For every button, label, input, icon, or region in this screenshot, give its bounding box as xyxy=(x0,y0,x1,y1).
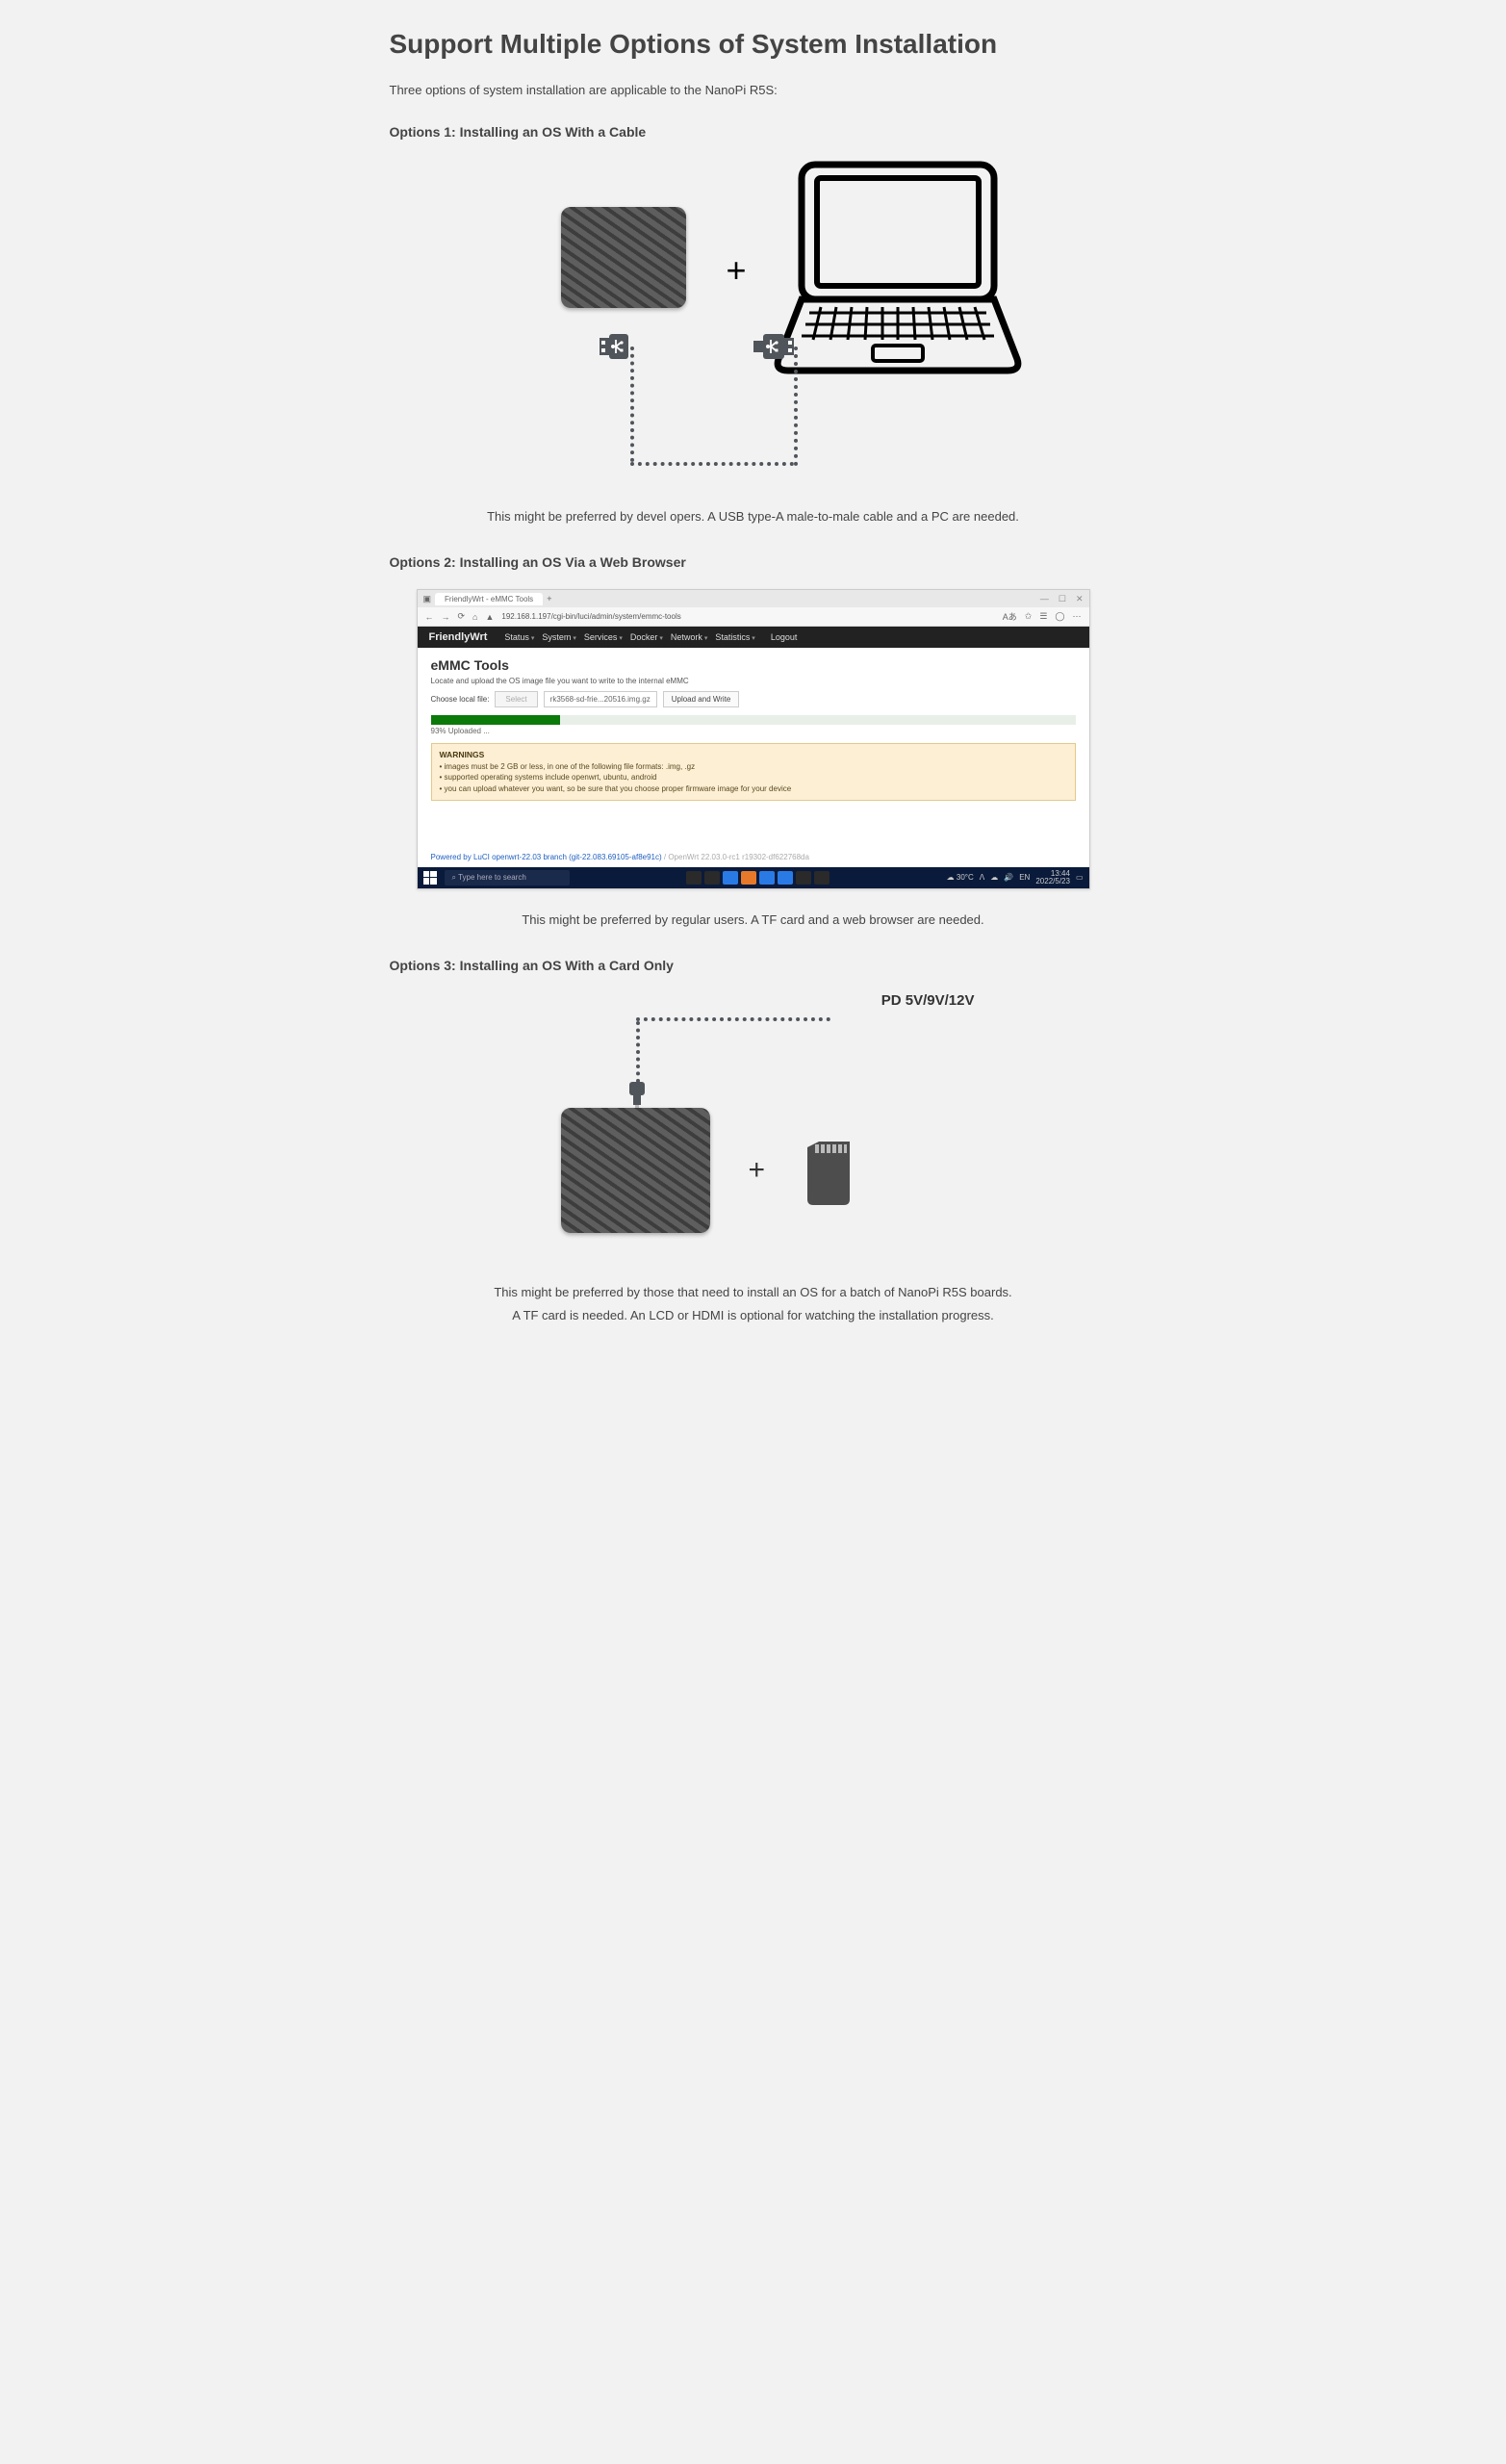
windows-taskbar: ⌕ Type here to search ☁ 30°C ᐱ ☁ 🔊 EN 13 xyxy=(418,867,1089,888)
warning-line: • you can upload whatever you want, so b… xyxy=(440,784,792,793)
tab-icon: ▣ xyxy=(423,594,432,604)
nav-item[interactable]: Network xyxy=(667,632,711,642)
addr-icon[interactable]: Aあ xyxy=(1003,610,1017,623)
option1-heading: Options 1: Installing an OS With a Cable xyxy=(390,124,1117,140)
clock-date: 2022/5/23 xyxy=(1035,877,1070,886)
nav-item[interactable]: Status xyxy=(500,632,538,642)
security-icon: ▲ xyxy=(485,612,494,622)
taskbar-app-icon[interactable] xyxy=(759,871,775,885)
option3-caption: This might be preferred by those that ne… xyxy=(390,1281,1117,1326)
cable-path xyxy=(636,1017,830,1021)
page-title: Support Multiple Options of System Insta… xyxy=(390,29,1117,60)
browser-window: ▣ FriendlyWrt - eMMC Tools + — ☐ ✕ ← → ⟳… xyxy=(417,589,1090,888)
addr-icon[interactable]: ✩ xyxy=(1025,611,1033,622)
plus-icon: + xyxy=(727,250,747,291)
usb-c-connector-icon xyxy=(625,1082,649,1111)
taskbar-app-icon[interactable] xyxy=(778,871,793,885)
refresh-button[interactable]: ⟳ xyxy=(458,611,466,622)
maximize-button[interactable]: ☐ xyxy=(1059,594,1066,604)
option1-caption: This might be preferred by devel opers. … xyxy=(390,505,1117,527)
option1-illustration: + xyxy=(390,159,1117,486)
selected-filename: rk3568-sd-frie...20516.img.gz xyxy=(544,691,657,707)
upload-write-button[interactable]: Upload and Write xyxy=(663,691,740,707)
plus-icon: + xyxy=(749,1154,766,1187)
notifications-button[interactable]: ▭ xyxy=(1076,873,1084,882)
select-file-button[interactable]: Select xyxy=(495,691,537,707)
taskbar-app-icon[interactable] xyxy=(704,871,720,885)
nav-item[interactable]: System xyxy=(538,632,579,642)
taskbar-search[interactable]: ⌕ Type here to search xyxy=(445,870,570,886)
forward-button[interactable]: → xyxy=(442,612,450,622)
emmc-title: eMMC Tools xyxy=(431,657,1076,673)
app-brand: FriendlyWrt xyxy=(429,631,488,643)
nanopi-device-icon xyxy=(561,207,686,308)
warnings-box: WARNINGS • images must be 2 GB or less, … xyxy=(431,743,1076,800)
taskbar-app-icon[interactable] xyxy=(686,871,702,885)
close-button[interactable]: ✕ xyxy=(1076,594,1084,604)
emmc-subtitle: Locate and upload the OS image file you … xyxy=(431,677,1076,685)
option2-illustration: ▣ FriendlyWrt - eMMC Tools + — ☐ ✕ ← → ⟳… xyxy=(390,589,1117,888)
cable-path xyxy=(630,462,794,466)
browser-addressbar: ← → ⟳ ⌂ ▲ 192.168.1.197/cgi-bin/luci/adm… xyxy=(418,607,1089,627)
option3-illustration: PD 5V/9V/12V + xyxy=(390,992,1117,1262)
progress-bar xyxy=(431,715,1076,725)
start-button[interactable] xyxy=(423,871,437,885)
warning-line: • supported operating systems include op… xyxy=(440,773,657,782)
home-button[interactable]: ⌂ xyxy=(472,612,477,622)
pd-power-label: PD 5V/9V/12V xyxy=(881,992,975,1009)
app-navbar: FriendlyWrt StatusSystemServicesDockerNe… xyxy=(418,627,1089,648)
option3-heading: Options 3: Installing an OS With a Card … xyxy=(390,958,1117,973)
taskbar-apps xyxy=(577,871,939,885)
taskbar-app-icon[interactable] xyxy=(814,871,830,885)
weather-widget[interactable]: ☁ 30°C xyxy=(947,873,974,882)
warning-line: • images must be 2 GB or less, in one of… xyxy=(440,762,696,771)
browser-titlebar: ▣ FriendlyWrt - eMMC Tools + — ☐ ✕ xyxy=(418,590,1089,607)
option2-heading: Options 2: Installing an OS Via a Web Br… xyxy=(390,554,1117,570)
taskbar-app-icon[interactable] xyxy=(723,871,738,885)
tray-icon[interactable]: ☁ xyxy=(990,873,998,882)
usb-a-connector-right-icon xyxy=(753,330,794,363)
tray-icon[interactable]: 🔊 xyxy=(1004,873,1013,882)
tray-lang[interactable]: EN xyxy=(1019,873,1030,882)
tray-icon[interactable]: ᐱ xyxy=(980,873,984,882)
back-button[interactable]: ← xyxy=(425,612,434,622)
upload-status: 93% Uploaded ... xyxy=(431,727,1076,735)
new-tab-button[interactable]: + xyxy=(547,594,551,603)
laptop-icon xyxy=(773,159,1023,385)
footer-version: / OpenWrt 22.03.0-rc1 r19302-df622768da xyxy=(662,853,809,861)
nav-logout[interactable]: Logout xyxy=(767,632,802,642)
taskbar-app-icon[interactable] xyxy=(796,871,811,885)
choose-file-label: Choose local file: xyxy=(431,695,490,704)
footer-link[interactable]: Powered by LuCI openwrt-22.03 branch (gi… xyxy=(431,853,662,861)
sd-card-icon xyxy=(802,1140,855,1207)
app-footer: Powered by LuCI openwrt-22.03 branch (gi… xyxy=(418,847,1089,867)
cable-path xyxy=(630,346,634,462)
app-page: eMMC Tools Locate and upload the OS imag… xyxy=(418,648,1089,808)
addr-icon[interactable]: ☰ xyxy=(1039,611,1047,622)
usb-a-connector-left-icon xyxy=(600,330,634,363)
url-field[interactable]: 192.168.1.197/cgi-bin/luci/admin/system/… xyxy=(501,612,680,621)
system-tray: ☁ 30°C ᐱ ☁ 🔊 EN 13:44 2022/5/23 ▭ xyxy=(947,870,1084,886)
nanopi-device-icon xyxy=(561,1108,710,1233)
minimize-button[interactable]: — xyxy=(1040,594,1049,604)
option2-caption: This might be preferred by regular users… xyxy=(390,909,1117,931)
browser-tab[interactable]: FriendlyWrt - eMMC Tools xyxy=(435,593,543,605)
addr-profile-icon[interactable]: ◯ xyxy=(1055,611,1064,622)
warnings-title: WARNINGS xyxy=(440,750,485,759)
intro-text: Three options of system installation are… xyxy=(390,83,1117,97)
nav-item[interactable]: Docker xyxy=(626,632,667,642)
nav-item[interactable]: Statistics xyxy=(711,632,758,642)
addr-menu-icon[interactable]: ⋯ xyxy=(1073,611,1082,622)
taskbar-app-icon[interactable] xyxy=(741,871,756,885)
cable-path xyxy=(794,346,798,466)
cable-path xyxy=(636,1021,640,1083)
nav-item[interactable]: Services xyxy=(580,632,626,642)
